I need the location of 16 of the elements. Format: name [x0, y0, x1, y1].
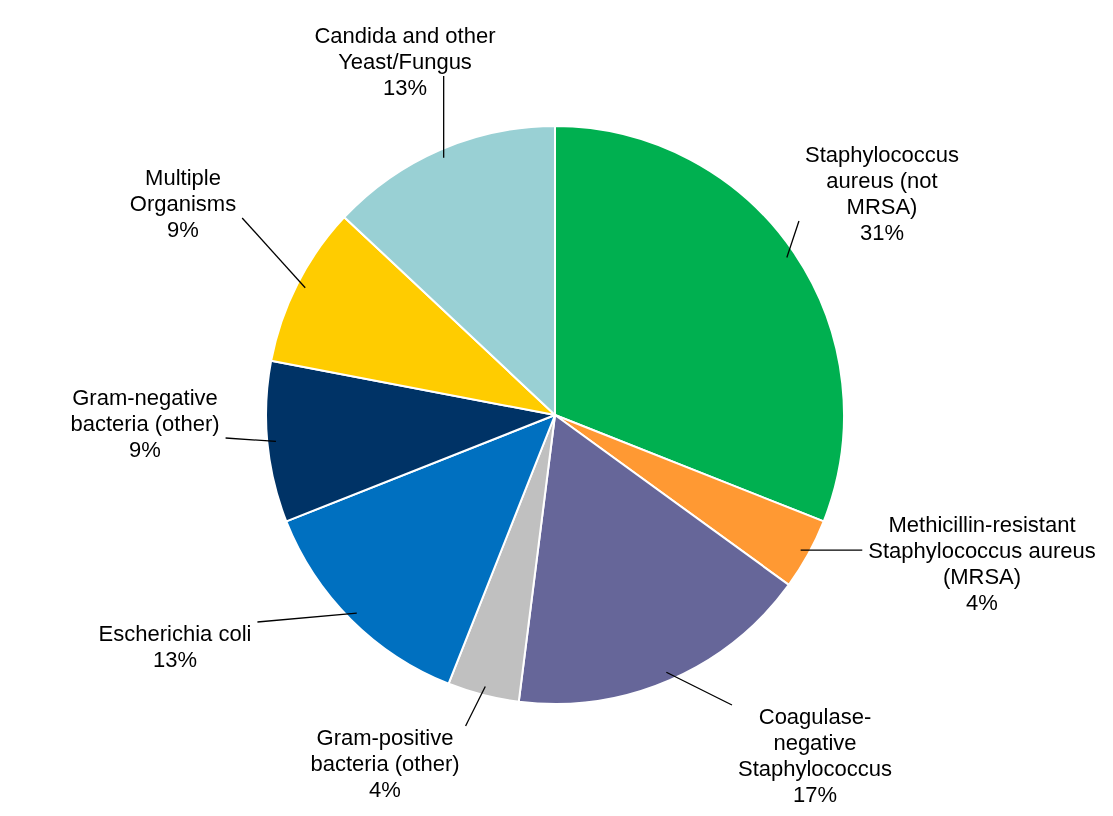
slice-label: Candida and other Yeast/Fungus	[314, 23, 496, 75]
data-label: 17%	[792, 782, 838, 808]
slice-label: Escherichia coli	[98, 621, 252, 647]
data-label: 13%	[382, 75, 428, 101]
data-label: 9%	[167, 217, 199, 243]
slice-label: Methicillin-resistant Staphylococcus aureus (MRSA)	[868, 512, 1096, 590]
slice-label: Multiple Organisms	[129, 165, 237, 217]
slice-label: Coagulase-negative Staphylococcus	[737, 704, 893, 782]
data-label: 4%	[966, 590, 998, 616]
data-label: 4%	[369, 777, 401, 803]
data-label: 31%	[859, 220, 905, 246]
data-label: 13%	[152, 647, 198, 673]
slice-label: Gram-negative bacteria (other)	[70, 385, 220, 437]
slice-label: Staphylococcus aureus (not MRSA)	[804, 142, 960, 220]
slice-label: Gram-positive bacteria (other)	[310, 725, 460, 777]
data-label: 9%	[129, 437, 161, 463]
